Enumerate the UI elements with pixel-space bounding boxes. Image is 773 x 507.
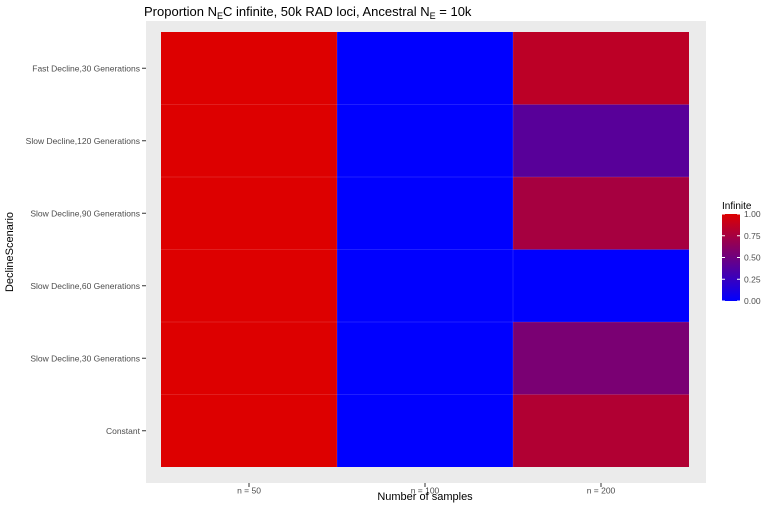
- y-axis-title: DeclineScenario: [4, 212, 16, 292]
- x-axis-title: Number of samples: [377, 491, 473, 503]
- heatmap-cell: [161, 32, 337, 105]
- y-tick-label: Slow Decline,60 Generations: [30, 281, 140, 291]
- y-tick-label: Constant: [106, 426, 141, 436]
- legend-tick-label: 0.50: [744, 253, 761, 263]
- chart-title-part: C infinite, 50k RAD loci, Ancestral N: [223, 4, 430, 19]
- legend-tick-label: 0.00: [744, 296, 761, 306]
- legend-colorbar: [722, 214, 740, 301]
- heatmap-cell: [161, 394, 337, 467]
- heatmap-cell: [337, 394, 513, 467]
- heatmap-cell: [513, 249, 689, 322]
- y-tick-label: Slow Decline,30 Generations: [30, 353, 140, 363]
- legend-tick-label: 1.00: [744, 209, 761, 219]
- heatmap-cell: [337, 104, 513, 177]
- y-tick-label: Fast Decline,30 Generations: [32, 63, 140, 73]
- heatmap-cell: [337, 32, 513, 105]
- x-tick-label: n = 200: [587, 485, 616, 495]
- x-tick-label: n = 100: [411, 485, 440, 495]
- heatmap-cell: [513, 394, 689, 467]
- legend-tick-label: 0.25: [744, 274, 761, 284]
- y-axis: Constant Slow Decline,30 Generations Slow …: [26, 63, 146, 436]
- chart-title-part: Proportion N: [144, 4, 217, 19]
- heatmap-cell: [513, 32, 689, 105]
- x-axis: n = 50 n = 100 n = 200: [237, 483, 616, 495]
- heatmap-cell: [337, 177, 513, 250]
- heatmap-cell: [161, 322, 337, 395]
- heatmap-cell: [337, 249, 513, 322]
- legend-title: Infinite: [722, 201, 752, 212]
- heatmap-cell: [513, 322, 689, 395]
- heatmap-cell: [337, 322, 513, 395]
- chart-title-part: E: [430, 11, 436, 21]
- heatmap-cell: [161, 104, 337, 177]
- chart-title-part: E: [217, 11, 223, 21]
- chart-title: Proportion NEC infinite, 50k RAD loci, A…: [144, 4, 472, 21]
- y-tick-label: Slow Decline,90 Generations: [30, 208, 140, 218]
- legend-tick-label: 0.75: [744, 231, 761, 241]
- heatmap-cells: [161, 32, 689, 467]
- heatmap-cell: [513, 177, 689, 250]
- legend-ticks: 1.00 0.75 0.50 0.25 0.00: [722, 209, 761, 306]
- heatmap-cell: [161, 249, 337, 322]
- legend: Infinite 1.00 0.75 0.50 0.25 0.00: [722, 201, 761, 306]
- chart-title-part: = 10k: [436, 4, 472, 19]
- heatmap-cell: [161, 177, 337, 250]
- x-tick-label: n = 50: [237, 485, 261, 495]
- y-tick-label: Slow Decline,120 Generations: [26, 136, 140, 146]
- heatmap-cell: [513, 104, 689, 177]
